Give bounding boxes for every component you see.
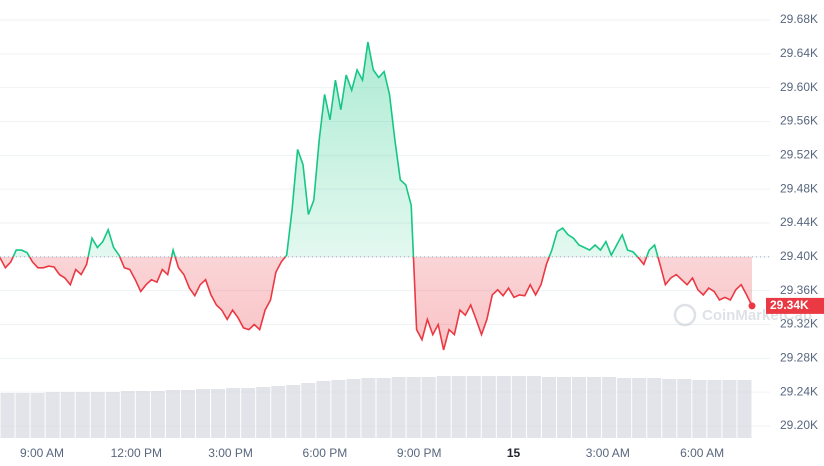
y-tick-label: 29.44K	[780, 215, 818, 229]
volume-bar	[707, 380, 722, 438]
y-tick-label: 29.64K	[780, 46, 818, 60]
y-tick-label: 29.24K	[780, 384, 818, 398]
last-point	[748, 302, 756, 310]
volume-bar	[211, 389, 226, 438]
volume-bar	[331, 380, 346, 438]
volume-bar	[165, 390, 180, 438]
volume-bar	[75, 392, 90, 438]
y-tick-label: 29.28K	[780, 351, 818, 365]
volume-bar	[391, 377, 406, 438]
volume-bar	[316, 381, 331, 438]
volume-bar	[436, 376, 451, 438]
volume-bar	[602, 377, 617, 438]
volume-bar	[90, 392, 105, 438]
x-tick-label: 6:00 PM	[303, 446, 348, 460]
x-tick-label: 9:00 PM	[397, 446, 442, 460]
y-tick-label: 29.20K	[780, 418, 818, 432]
y-tick-label: 29.68K	[780, 12, 818, 26]
volume-bar	[406, 377, 421, 438]
volume-bar	[677, 379, 692, 438]
volume-bar	[361, 378, 376, 438]
y-tick-label: 29.56K	[780, 114, 818, 128]
volume-bar	[241, 388, 256, 438]
price-tag-label: 29.34K	[770, 298, 809, 312]
volume-bar	[526, 376, 541, 438]
y-tick-label: 29.48K	[780, 181, 818, 195]
y-tick-label: 29.40K	[780, 249, 818, 263]
x-tick-label: 3:00 PM	[208, 446, 253, 460]
volume-bar	[105, 392, 120, 438]
volume-bar	[511, 376, 526, 438]
volume-bar	[572, 377, 587, 438]
volume-bar	[346, 379, 361, 438]
price-line-down	[0, 256, 753, 351]
volume-bar	[150, 391, 165, 438]
volume-bar	[135, 391, 150, 438]
volume-bar	[541, 377, 556, 438]
volume-bar	[692, 380, 707, 438]
volume-bar	[722, 380, 737, 438]
y-tick-label: 29.60K	[780, 80, 818, 94]
volume-bar	[421, 377, 436, 438]
volume-bar	[226, 388, 241, 438]
price-tag	[766, 297, 824, 314]
price-line-up	[12, 41, 659, 257]
x-tick-label: 12:00 PM	[111, 446, 162, 460]
x-tick-label: 9:00 AM	[20, 446, 64, 460]
volume-bar	[481, 376, 496, 438]
volume-bar	[0, 393, 15, 438]
x-tick-label: 15	[507, 446, 521, 460]
area-down	[0, 256, 752, 350]
area-up	[0, 42, 752, 257]
volume-bar	[60, 392, 75, 438]
volume-bar	[30, 393, 45, 438]
volume-bar	[632, 378, 647, 438]
volume-bar	[120, 391, 135, 438]
volume-bar	[15, 393, 30, 438]
x-tick-label: 6:00 AM	[680, 446, 724, 460]
x-tick-label: 3:00 AM	[586, 446, 630, 460]
volume-bar	[196, 389, 211, 438]
volume-bar	[647, 378, 662, 438]
y-tick-label: 29.52K	[780, 148, 818, 162]
watermark-logo	[673, 303, 697, 327]
volume-bar	[451, 376, 466, 438]
volume-bar	[556, 377, 572, 438]
volume-bar	[180, 390, 196, 438]
volume-bar	[737, 380, 752, 438]
volume-bar	[271, 386, 286, 438]
volume-bar	[496, 376, 511, 438]
volume-bar	[45, 392, 60, 438]
y-tick-label: 29.36K	[780, 283, 818, 297]
volume-bar	[662, 379, 677, 438]
volume-bar	[301, 383, 316, 438]
volume-bar	[286, 385, 301, 438]
y-tick-label: 29.32K	[780, 317, 818, 331]
volume-bar	[587, 377, 602, 438]
volume-bar	[256, 387, 271, 438]
volume-bar	[466, 376, 481, 438]
volume-bar	[617, 378, 632, 438]
volume-bar	[376, 378, 391, 438]
